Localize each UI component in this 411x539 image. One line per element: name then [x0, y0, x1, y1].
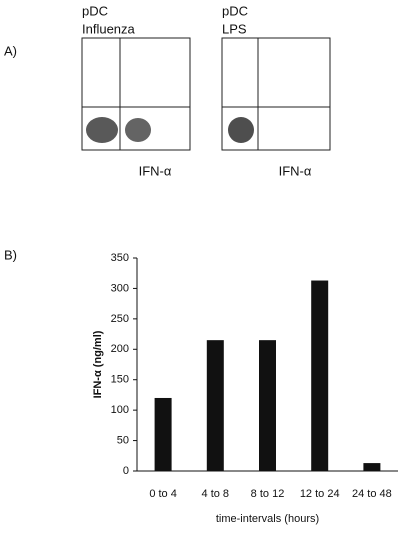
- plot-frame: [81, 37, 191, 151]
- y-tick-label: 150: [111, 374, 129, 386]
- y-axis-label: IFN-α (ng/ml): [92, 330, 104, 398]
- plot-xlabel: IFN-α: [279, 163, 312, 178]
- bar: [363, 463, 381, 471]
- plot-xlabel: IFN-α: [139, 163, 172, 178]
- dot-cloud: [125, 118, 151, 142]
- dot-clouds: [86, 117, 254, 143]
- x-tick-label: 4 to 8: [202, 488, 230, 500]
- bar: [259, 340, 276, 471]
- plot-title: LPS: [222, 21, 247, 36]
- bar: [206, 340, 224, 471]
- x-tick-label: 24 to 48: [352, 488, 392, 500]
- y-tick-label: 200: [111, 343, 129, 355]
- x-axis-label: time-intervals (hours): [216, 513, 319, 525]
- dot-cloud: [228, 117, 254, 143]
- plot-title: pDC: [82, 3, 108, 18]
- y-tick-label: 50: [117, 434, 129, 446]
- panel-label: B): [4, 247, 17, 262]
- x-tick-label: 0 to 4: [149, 488, 177, 500]
- flow-plot: [81, 37, 331, 151]
- panel-label: A): [4, 43, 17, 58]
- bar: [311, 280, 329, 471]
- plot-title: Influenza: [82, 21, 136, 36]
- plot-title: pDC: [222, 3, 248, 18]
- y-tick-label: 250: [111, 313, 129, 325]
- y-tick-label: 100: [111, 404, 129, 416]
- dot-cloud: [86, 117, 118, 143]
- y-tick-label: 300: [111, 282, 129, 294]
- x-tick-label: 8 to 12: [251, 488, 285, 500]
- y-tick-label: 0: [123, 465, 129, 477]
- plot-frame: [221, 37, 331, 151]
- bar: [154, 397, 172, 471]
- y-tick-label: 350: [111, 252, 129, 264]
- x-tick-label: 12 to 24: [300, 488, 340, 500]
